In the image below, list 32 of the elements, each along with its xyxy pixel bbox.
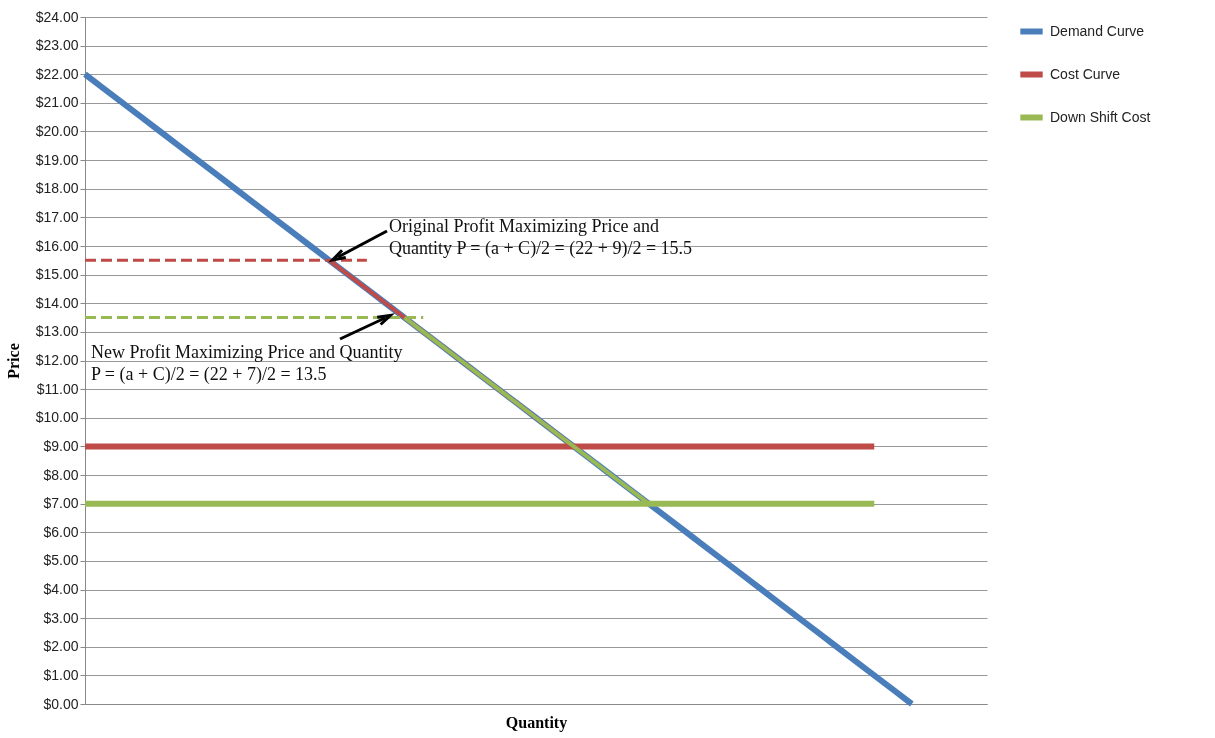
y-tick-label: $18.00: [35, 180, 79, 197]
legend-label: Demand Curve: [1050, 22, 1145, 39]
y-tick-label: $6.00: [43, 523, 79, 540]
y-axis-title: Price: [4, 343, 22, 379]
y-tick-label: $11.00: [36, 380, 79, 397]
y-tick-label: $21.00: [35, 94, 79, 111]
annotation: New Profit Maximizing Price and Quantity P = (a + C)/2 = (22 + 7)/2 = 13.5: [91, 342, 403, 385]
y-tick-label: $0.00: [43, 695, 79, 712]
y-tick-label: $3.00: [43, 609, 79, 626]
y-tick-label: $10.00: [35, 409, 79, 426]
annotation: Original Profit Maximizing Price and Quantity P = (a + C)/2 = (22 + 9)/2 = 15.5: [389, 216, 693, 259]
y-tick-label: $15.00: [35, 266, 79, 283]
y-tick-label: $14.00: [35, 294, 79, 311]
y-tick-label: $17.00: [35, 208, 79, 225]
y-tick-label: $13.00: [35, 323, 79, 340]
y-tick-label: $23.00: [35, 37, 79, 54]
y-tick-label: $9.00: [43, 437, 79, 454]
y-tick-label: $12.00: [35, 352, 79, 368]
y-tick-label: $20.00: [35, 123, 79, 139]
y-tick-label: $7.00: [43, 495, 79, 512]
y-tick-label: $5.00: [43, 552, 79, 569]
y-tick-label: $19.00: [35, 151, 79, 168]
y-tick-label: $24.00: [35, 8, 79, 25]
y-tick-label: $2.00: [43, 638, 79, 655]
y-tick-label: $16.00: [35, 237, 79, 254]
y-tick-label: $22.00: [35, 65, 79, 82]
legend-label: Cost Curve: [1050, 65, 1121, 82]
y-tick-label: $8.00: [43, 466, 79, 483]
x-axis-title: Quantity: [505, 713, 568, 732]
y-tick-label: $1.00: [43, 666, 79, 683]
y-tick-label: $4.00: [43, 581, 79, 597]
legend-label: Down Shift Cost: [1050, 108, 1151, 125]
